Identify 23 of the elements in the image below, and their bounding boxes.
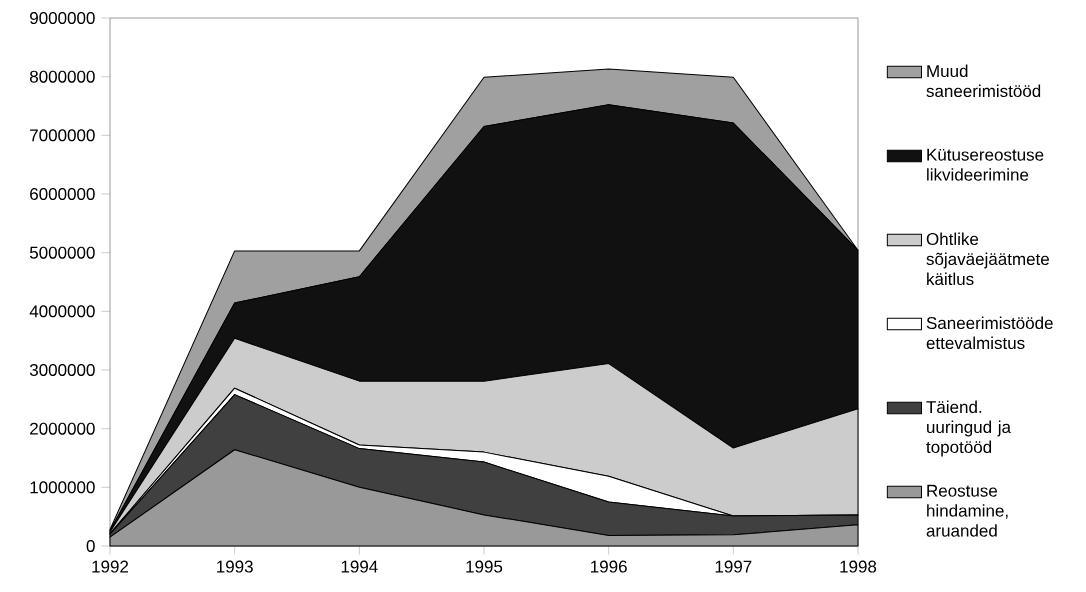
- legend-label: Täiend. uuringud ja topotööd: [926, 400, 1011, 457]
- y-tick-label: 9000000: [30, 12, 95, 25]
- x-tick-label: 1995: [466, 560, 503, 573]
- y-tick-label: 6000000: [30, 188, 95, 201]
- x-tick-label: 1996: [591, 560, 627, 573]
- x-tick-label: 1997: [715, 560, 752, 573]
- y-tick-label: 0: [86, 539, 95, 552]
- legend-label: Kütusereostuse likvideerimine: [927, 148, 1044, 181]
- x-tick-label: 1993: [217, 560, 253, 573]
- y-tick-label: 1000000: [30, 481, 95, 494]
- legend-label: Saneerimistööde ettevalmistus: [926, 316, 1053, 350]
- y-tick-label: 3000000: [29, 363, 95, 376]
- y-tick-label: 7000000: [30, 129, 95, 142]
- legend-label: Muud saneerimistööd: [926, 64, 1041, 98]
- y-tick-label: 8000000: [30, 70, 95, 83]
- x-tick-label: 1998: [840, 560, 877, 573]
- x-tick-label: 1992: [92, 560, 129, 573]
- y-tick-label: 4000000: [29, 305, 95, 318]
- y-tick-label: 5000000: [29, 246, 95, 259]
- x-tick-label: 1994: [341, 560, 378, 573]
- legend-label: Reostuse hindamine, aruanded: [926, 484, 1008, 537]
- y-tick-label: 2000000: [30, 422, 95, 435]
- legend-label: Ohtlike sõjaväejäätmete käitlus: [926, 232, 1049, 286]
